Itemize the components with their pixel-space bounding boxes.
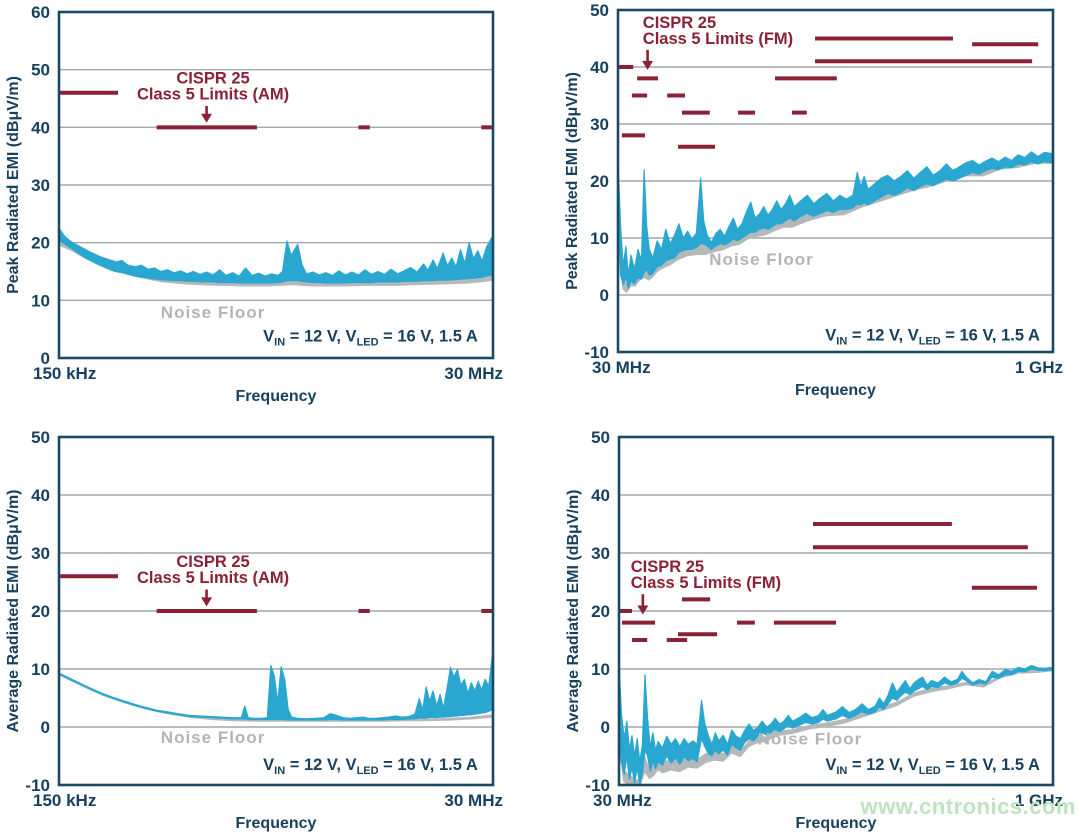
svg-text:40: 40	[31, 118, 50, 137]
gridlines	[618, 66, 1053, 296]
svg-text:0: 0	[41, 718, 50, 737]
y-tick-labels: -10 0 10 20 30 40 50	[584, 1, 609, 362]
svg-text:CISPR 25: CISPR 25	[176, 553, 249, 571]
chart-peak-radiated-emi-am: 0 10 20 30 40 50 60 Peak Radiated EMI (dBμV/m) 1…	[5, 3, 503, 405]
y-axis-label: Average Radiated EMI (dBμV/m)	[565, 489, 582, 732]
svg-text:60: 60	[31, 3, 50, 22]
svg-text:0: 0	[601, 718, 610, 737]
x-start-label: 150 kHz	[33, 364, 96, 383]
x-end-label: 30 MHz	[444, 791, 503, 810]
svg-text:10: 10	[591, 660, 610, 679]
gridlines	[59, 68, 493, 302]
emi-band	[58, 227, 494, 284]
gridlines	[619, 494, 1053, 728]
svg-text:Class 5 Limits (AM): Class 5 Limits (AM)	[137, 569, 289, 587]
svg-text:10: 10	[590, 229, 609, 248]
conditions-annotation: VIN = 12 V, VLED = 16 V, 1.5 A	[263, 756, 478, 777]
cispr-arrow	[642, 49, 654, 70]
svg-text:50: 50	[591, 428, 610, 447]
cispr-limit-segments	[618, 36, 1039, 149]
plot-frame	[616, 8, 1055, 354]
x-axis-label: Frequency	[795, 382, 876, 399]
cispr-arrow	[201, 105, 213, 123]
x-axis-label: Frequency	[236, 815, 317, 832]
noise-floor-band	[618, 155, 1053, 294]
svg-text:40: 40	[31, 486, 50, 505]
gridlines	[59, 494, 493, 728]
noise-floor-label: Noise Floor	[758, 729, 863, 748]
cispr-arrow	[637, 594, 649, 615]
x-start-label: 30 MHz	[593, 791, 652, 810]
x-end-label: 1 GHz	[1015, 791, 1063, 810]
svg-text:-10: -10	[25, 776, 50, 795]
svg-text:50: 50	[31, 428, 50, 447]
svg-text:0: 0	[600, 286, 609, 305]
x-end-label: 1 GHz	[1015, 358, 1063, 377]
cispr-arrow	[201, 589, 213, 607]
watermark: www.cntronics.com	[860, 794, 1076, 819]
chart-average-radiated-emi-am: -10 0 10 20 30 40 50 Average Radiated EMI (dBμV…	[5, 428, 503, 832]
x-axis-label: Frequency	[796, 815, 877, 832]
svg-text:CISPR 25: CISPR 25	[176, 70, 249, 88]
plot-frame	[57, 435, 495, 787]
cispr-limit-segments	[59, 574, 493, 613]
svg-text:40: 40	[591, 486, 610, 505]
svg-text:-10: -10	[585, 776, 610, 795]
y-axis-label: Peak Radiated EMI (dBμV/m)	[564, 72, 581, 290]
x-start-label: 150 kHz	[33, 791, 96, 810]
cispr-limit-segments	[619, 522, 1037, 642]
svg-text:30: 30	[31, 544, 50, 563]
svg-text:Class 5 Limits (FM): Class 5 Limits (FM)	[643, 30, 793, 48]
chart-average-radiated-emi-fm: -10 0 10 20 30 40 50 Average Radiated EMI (dBμV…	[565, 428, 1063, 832]
cispr-limit-segments	[59, 90, 493, 130]
conditions-annotation: VIN = 12 V, VLED = 16 V, 1.5 A	[825, 327, 1040, 348]
svg-text:20: 20	[31, 602, 50, 621]
noise-floor-label: Noise Floor	[161, 728, 266, 747]
svg-text:Class 5 Limits (FM): Class 5 Limits (FM)	[631, 574, 781, 592]
svg-text:40: 40	[590, 58, 609, 77]
plot-frame	[617, 435, 1055, 787]
x-end-label: 30 MHz	[444, 364, 503, 383]
y-tick-labels: -10 0 10 20 30 40 50	[25, 428, 50, 795]
plot-frame	[57, 10, 495, 360]
svg-text:50: 50	[590, 1, 609, 20]
svg-text:10: 10	[31, 291, 50, 310]
noise-floor-label: Noise Floor	[709, 250, 814, 269]
svg-text:CISPR 25: CISPR 25	[631, 558, 704, 576]
chart-peak-radiated-emi-fm: -10 0 10 20 30 40 50 Peak Radiated EMI (dBμV/m)…	[564, 1, 1063, 399]
svg-text:30: 30	[590, 115, 609, 134]
svg-text:20: 20	[31, 234, 50, 253]
svg-text:20: 20	[591, 602, 610, 621]
svg-text:30: 30	[31, 176, 50, 195]
svg-text:CISPR 25: CISPR 25	[643, 14, 716, 32]
svg-text:50: 50	[31, 61, 50, 80]
y-tick-labels: 0 10 20 30 40 50 60	[31, 3, 50, 368]
noise-floor-band	[619, 667, 1053, 785]
emi-band	[58, 648, 494, 721]
conditions-annotation: VIN = 12 V, VLED = 16 V, 1.5 A	[263, 327, 478, 348]
x-axis-label: Frequency	[236, 388, 317, 405]
x-start-label: 30 MHz	[592, 358, 651, 377]
svg-text:20: 20	[590, 172, 609, 191]
svg-text:-10: -10	[584, 343, 609, 362]
noise-floor-label: Noise Floor	[161, 303, 266, 322]
svg-text:30: 30	[591, 544, 610, 563]
y-axis-label: Average Radiated EMI (dBμV/m)	[5, 489, 22, 732]
y-axis-label: Peak Radiated EMI (dBμV/m)	[5, 76, 22, 294]
svg-text:0: 0	[41, 349, 50, 368]
svg-text:10: 10	[31, 660, 50, 679]
y-tick-labels: -10 0 10 20 30 40 50	[585, 428, 610, 795]
conditions-annotation: VIN = 12 V, VLED = 16 V, 1.5 A	[825, 756, 1040, 777]
svg-text:Class 5 Limits (AM): Class 5 Limits (AM)	[137, 86, 289, 104]
